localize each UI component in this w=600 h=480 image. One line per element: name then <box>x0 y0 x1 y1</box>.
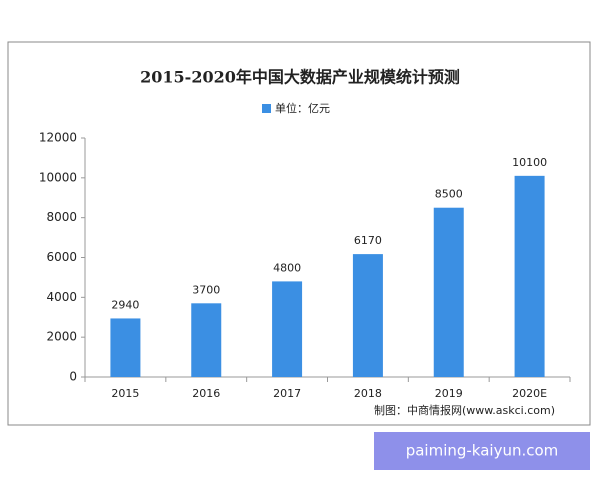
y-tick-label: 12000 <box>39 131 77 145</box>
x-tick-label: 2017 <box>273 387 301 400</box>
bar <box>352 254 383 377</box>
y-tick-label: 0 <box>69 370 77 384</box>
value-label: 4800 <box>273 261 301 274</box>
value-label: 2940 <box>111 298 139 311</box>
chart-title: 2015-2020年中国大数据产业规模统计预测 <box>140 68 460 87</box>
bar <box>433 207 464 377</box>
bar <box>514 175 545 377</box>
bar <box>272 281 303 377</box>
source-note: 制图：中商情报网(www.askci.com) <box>374 403 555 417</box>
watermark: paiming-kaiyun.com <box>406 442 559 460</box>
x-tick-label: 2016 <box>192 387 220 400</box>
y-tick-label: 4000 <box>46 290 77 304</box>
value-label: 8500 <box>435 188 463 201</box>
value-label: 6170 <box>354 234 382 247</box>
watermark-box <box>374 432 590 470</box>
x-tick-label: 2020E <box>512 387 547 400</box>
y-tick-label: 2000 <box>46 330 77 344</box>
value-label: 3700 <box>192 283 220 296</box>
x-tick-label: 2018 <box>354 387 382 400</box>
legend-swatch <box>262 104 271 113</box>
legend-label: 单位：亿元 <box>275 101 330 115</box>
y-tick-label: 8000 <box>46 210 77 224</box>
x-tick-label: 2019 <box>435 387 463 400</box>
value-label: 10100 <box>512 156 547 169</box>
bar <box>110 318 141 377</box>
y-tick-label: 6000 <box>46 250 77 264</box>
y-tick-label: 10000 <box>39 170 77 184</box>
bar <box>191 303 222 377</box>
x-tick-label: 2015 <box>111 387 139 400</box>
